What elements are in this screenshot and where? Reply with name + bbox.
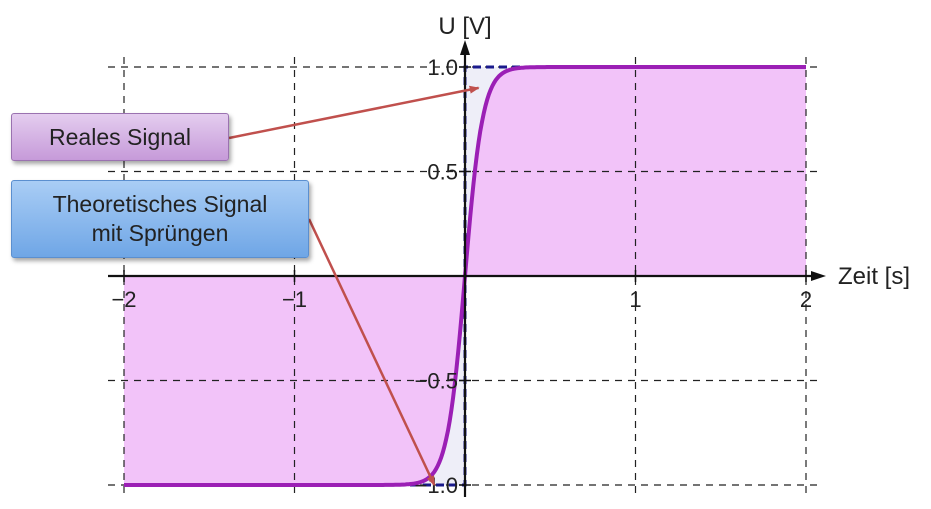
x-axis-title: Zeit [s] bbox=[838, 263, 910, 290]
x-tick-label: 1 bbox=[629, 287, 641, 312]
callout-theoretical-line-1: Theoretisches Signal bbox=[52, 191, 268, 217]
arrow-theoretical-signal bbox=[307, 218, 436, 486]
x-tick-label: 2 bbox=[800, 287, 812, 312]
y-tick-label: 1.0 bbox=[427, 55, 458, 80]
y-tick-label: −1.0 bbox=[415, 473, 458, 498]
arrow-real-signal bbox=[228, 85, 480, 140]
callout-theoretical-line-2: mit Sprüngen bbox=[91, 220, 229, 246]
tick-labels: −2 −1 1 2 1.0 0.5 −0.5 −1.0 bbox=[111, 55, 812, 498]
callout-real-signal-text: Reales Signal bbox=[49, 123, 191, 150]
annotation-arrows bbox=[228, 85, 480, 486]
y-tick-label: 0.5 bbox=[427, 160, 458, 185]
callout-theoretical-signal: Theoretisches Signal mit Sprüngen bbox=[11, 180, 309, 258]
x-tick-label: −2 bbox=[111, 287, 136, 312]
x-axis-arrow-icon bbox=[811, 271, 826, 281]
y-axis-arrow-icon bbox=[460, 40, 470, 55]
axes bbox=[108, 40, 826, 497]
x-tick-label: −1 bbox=[282, 287, 307, 312]
y-axis-title: U [V] bbox=[438, 13, 491, 40]
y-tick-label: −0.5 bbox=[415, 369, 458, 394]
callout-real-signal: Reales Signal bbox=[11, 113, 229, 161]
